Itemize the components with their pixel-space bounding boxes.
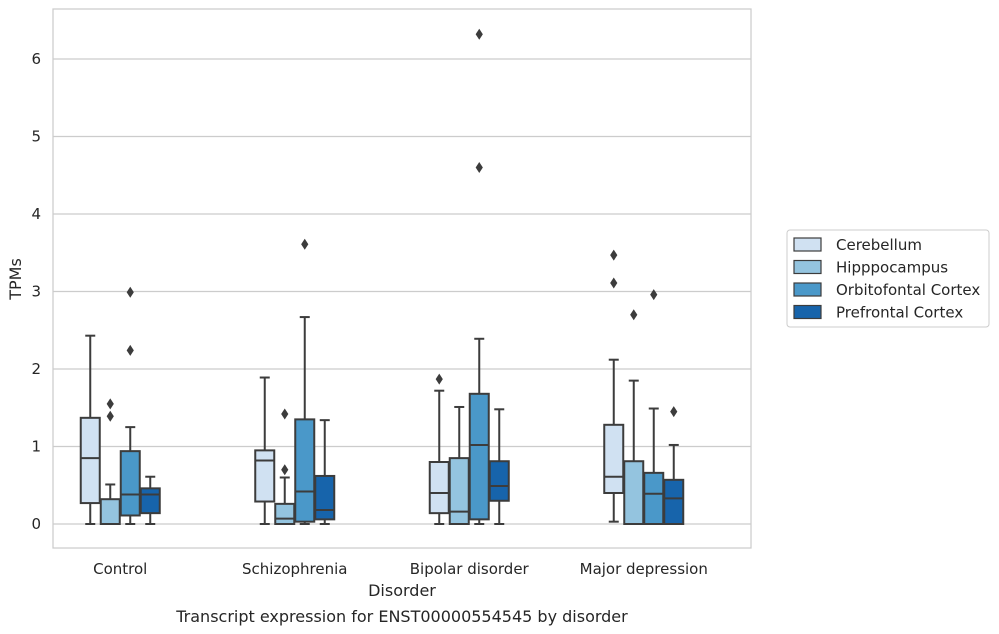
outlier-point	[281, 408, 289, 420]
y-tick-label: 0	[31, 515, 41, 533]
outlier-point	[670, 406, 678, 418]
y-tick-label: 2	[31, 360, 41, 378]
outlier-point	[475, 28, 483, 40]
y-tick-label: 1	[31, 438, 41, 456]
x-axis-label: Disorder	[368, 581, 436, 600]
box-body	[623, 460, 645, 526]
box-orbitofontal-cortex-major-depression	[643, 289, 665, 526]
box-body	[274, 502, 296, 526]
y-axis-label: TPMs	[6, 258, 25, 301]
outlier-point	[630, 309, 638, 321]
y-tick-label: 6	[31, 50, 41, 68]
legend-swatch	[793, 259, 822, 275]
x-tick-label: Major depression	[580, 560, 708, 578]
outlier-point	[650, 289, 658, 301]
legend-label: Prefrontal Cortex	[836, 304, 963, 322]
box-body	[139, 487, 161, 515]
box-hipppocampus-control	[99, 398, 121, 526]
boxes	[79, 28, 685, 526]
box-body	[99, 498, 121, 526]
box-body	[314, 474, 336, 521]
box-body	[603, 423, 625, 494]
outlier-point	[126, 286, 134, 298]
y-tick-label: 3	[31, 283, 41, 301]
chart-caption: Transcript expression for ENST0000055454…	[175, 607, 628, 626]
legend-label: Cerebellum	[836, 236, 922, 254]
box-cerebellum-bipolar-disorder	[428, 373, 450, 525]
legend-swatch	[793, 282, 822, 297]
outlier-point	[301, 238, 309, 250]
box-orbitofontal-cortex-schizophrenia	[294, 238, 316, 525]
legend-swatch	[793, 304, 822, 320]
box-cerebellum-schizophrenia	[254, 376, 276, 525]
box-prefrontal-cortex-schizophrenia	[314, 419, 336, 525]
box-body	[663, 478, 685, 526]
box-hipppocampus-major-depression	[623, 309, 645, 526]
box-hipppocampus-bipolar-disorder	[448, 405, 470, 525]
legend-swatch	[793, 237, 822, 252]
outlier-point	[281, 464, 289, 476]
box-body	[254, 449, 276, 503]
box-body	[488, 460, 510, 502]
box-prefrontal-cortex-control	[139, 475, 161, 525]
legend-label: Orbitofontal Cortex	[836, 281, 980, 299]
legend-frame	[786, 229, 990, 328]
box-hipppocampus-schizophrenia	[274, 408, 296, 526]
box-body	[468, 392, 490, 521]
y-tick-label: 4	[31, 205, 41, 223]
box-body	[79, 416, 101, 505]
x-tick-label: Control	[93, 560, 147, 578]
box-body	[119, 450, 141, 517]
box-body	[643, 471, 665, 526]
x-tick-label: Bipolar disorder	[410, 560, 530, 578]
box-body	[294, 418, 316, 523]
box-orbitofontal-cortex-control	[119, 286, 141, 525]
box-cerebellum-major-depression	[603, 249, 625, 523]
legend-label: Hipppocampus	[836, 259, 948, 277]
outlier-point	[126, 344, 134, 356]
plot-frame	[52, 8, 752, 549]
box-prefrontal-cortex-major-depression	[663, 406, 685, 526]
outlier-point	[610, 277, 618, 289]
box-body	[428, 461, 450, 515]
box-body	[448, 457, 470, 525]
box-prefrontal-cortex-bipolar-disorder	[488, 408, 510, 525]
y-axis-ticks: 0 1 2 3 4 5 6	[31, 50, 41, 533]
outlier-point	[106, 410, 114, 422]
x-axis-ticks: Control Schizophrenia Bipolar disorder Majo…	[93, 560, 708, 578]
outlier-point	[435, 373, 443, 385]
outlier-point	[106, 398, 114, 410]
legend: Cerebellum Hipppocampus Orbitofontal Corte…	[786, 229, 990, 328]
box-orbitofontal-cortex-bipolar-disorder	[468, 28, 490, 525]
grid	[53, 58, 751, 525]
outlier-point	[610, 249, 618, 261]
outlier-point	[475, 162, 483, 173]
box-cerebellum-control	[79, 334, 101, 525]
x-tick-label: Schizophrenia	[242, 560, 347, 578]
y-tick-label: 5	[31, 128, 41, 146]
